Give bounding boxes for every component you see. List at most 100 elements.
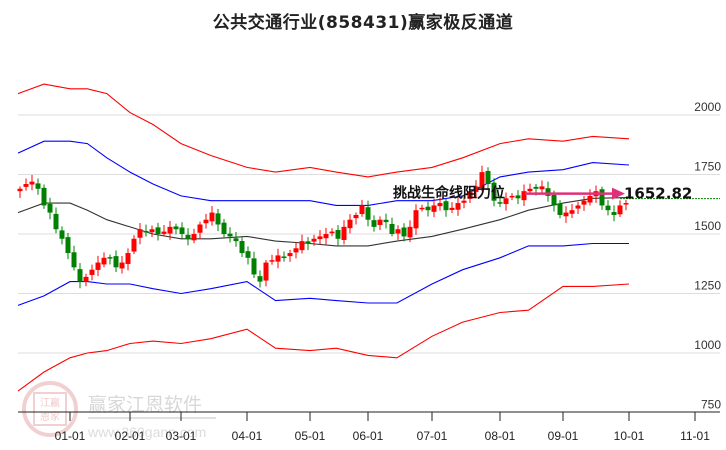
y-tick-label: 750 (701, 398, 721, 412)
resistance-value: 1652.82 (624, 185, 692, 203)
candle (215, 213, 221, 225)
candle (95, 262, 101, 270)
candle (443, 201, 449, 211)
watermark-url: www.360gann.com (87, 424, 206, 440)
candle (317, 236, 323, 240)
candle (53, 213, 59, 230)
candle (521, 191, 527, 201)
candle (371, 220, 377, 227)
candle (347, 219, 353, 229)
outer-lower-band-line (17, 283, 630, 392)
candle (83, 276, 89, 282)
x-tick-label: 05-01 (295, 429, 326, 443)
candle (77, 269, 83, 282)
x-tick-label: 09-01 (548, 429, 579, 443)
inner-upper-band-line (17, 140, 630, 206)
candle (575, 205, 581, 209)
candle (377, 219, 383, 225)
candle (299, 241, 305, 251)
candle (599, 189, 605, 206)
candle (611, 212, 617, 215)
candle (533, 186, 539, 189)
candle (269, 260, 275, 262)
candle (155, 227, 161, 234)
candle (353, 214, 359, 219)
candle (413, 210, 419, 229)
candle (581, 200, 587, 205)
candle (425, 206, 431, 211)
candle (263, 262, 269, 281)
x-tick-label: 01-01 (55, 429, 86, 443)
candle (485, 170, 491, 185)
candle (503, 198, 509, 205)
candle (509, 195, 515, 198)
candle (47, 203, 53, 213)
channel-lines (17, 83, 630, 392)
candle (527, 188, 533, 192)
candle (473, 186, 479, 192)
candle (257, 276, 263, 282)
candle (605, 205, 611, 211)
candle (551, 195, 557, 206)
candle (137, 229, 143, 238)
candle (449, 207, 455, 210)
candle (239, 241, 245, 254)
x-tick-label: 07-01 (417, 429, 448, 443)
candle (479, 172, 485, 189)
candle (209, 212, 215, 222)
candle (383, 219, 389, 223)
candle (497, 202, 503, 204)
candle (587, 195, 593, 203)
candle (293, 248, 299, 253)
candle (323, 234, 329, 239)
candle (233, 238, 239, 242)
candle (191, 234, 197, 241)
resistance-label: 挑战生命线阻力位 (393, 185, 505, 202)
x-tick-label: 10-01 (614, 429, 645, 443)
candle (389, 223, 395, 234)
candle (113, 256, 119, 268)
candle (545, 188, 551, 196)
candle (329, 231, 335, 234)
candle (167, 226, 173, 234)
candle (221, 222, 227, 234)
candle (395, 229, 401, 234)
arrow-head-icon (612, 187, 625, 200)
candle (437, 203, 443, 207)
watermark-logo-bottom: 恩家 (40, 410, 60, 423)
candle (365, 207, 371, 220)
x-tick-label: 06-01 (353, 429, 384, 443)
chart-title: 公共交通行业(858431)赢家极反通道 (212, 13, 514, 33)
candle (251, 258, 257, 275)
candle (569, 210, 575, 214)
candle (563, 212, 569, 217)
candle (623, 203, 629, 205)
candle (431, 205, 437, 212)
outer-upper-band-line (17, 83, 630, 178)
candle (305, 241, 311, 244)
candle (245, 251, 251, 258)
candle (407, 226, 413, 238)
candle (179, 227, 185, 234)
candle (149, 229, 155, 233)
candle (461, 200, 467, 203)
candle (455, 203, 461, 210)
candle (287, 253, 293, 257)
candle (197, 224, 203, 233)
candle (539, 186, 545, 190)
y-axis: 2000 1750 1500 1250 1000 750 (694, 100, 721, 412)
candle (311, 238, 317, 242)
candle (401, 227, 407, 237)
candle (143, 230, 149, 233)
candle (131, 238, 137, 252)
grid-lines (18, 114, 720, 354)
y-tick-label: 1750 (694, 160, 721, 174)
candle (275, 255, 281, 262)
x-tick-label: 03-01 (166, 429, 197, 443)
candle (173, 226, 179, 230)
y-tick-label: 1250 (694, 279, 721, 293)
candle (185, 234, 191, 239)
watermark-logo-icon (22, 381, 78, 437)
candle (29, 181, 35, 185)
